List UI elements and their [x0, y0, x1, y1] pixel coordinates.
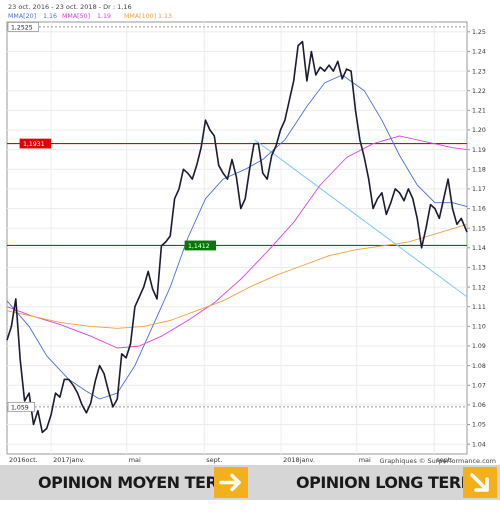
- legend-entry-name: MMA[100]: [124, 13, 156, 20]
- chart-credit: Graphiques © Surperformance.com: [379, 457, 496, 465]
- level-label: 1,1931: [23, 141, 45, 148]
- arrow-down-right-icon: [463, 467, 497, 498]
- y-tick-label: 1.24: [472, 49, 486, 56]
- x-tick-label: 2016oct.: [9, 456, 38, 464]
- x-tick-label: 2018janv.: [283, 456, 315, 464]
- trendline: [254, 139, 468, 298]
- level-labels: 1,2525 1,1931 1,1412 1,059: [7, 22, 217, 412]
- y-tick-label: 1.14: [472, 245, 486, 252]
- y-tick-label: 1.08: [472, 363, 486, 370]
- level-label: 1,2525: [11, 24, 33, 31]
- arrow-right-icon: [214, 467, 248, 498]
- y-tick-label: 1.18: [472, 166, 486, 173]
- opinion-medium-term-label: OPINION MOYEN TERME: [38, 473, 244, 492]
- opinion-bar: OPINION MOYEN TERME OPINION LONG TERME: [0, 465, 500, 500]
- moving-average-line: [6, 74, 468, 400]
- level-label: 1,059: [11, 404, 29, 411]
- y-tick-label: 1.07: [472, 382, 486, 389]
- horizontal-grid: [7, 31, 467, 445]
- x-tick-label: 2017janv.: [53, 456, 85, 464]
- y-tick-label: 1.21: [472, 108, 486, 115]
- vertical-grid: [50, 22, 435, 454]
- y-tick-label: 1.16: [472, 206, 486, 213]
- x-tick-label: sept.: [436, 456, 452, 464]
- moving-average-line: [6, 135, 468, 349]
- legend-entry-value: 1.13: [158, 13, 172, 20]
- plot-frame: [6, 21, 468, 455]
- opinion-long-term: OPINION LONG TERME: [296, 465, 487, 500]
- y-tick-label: 1.09: [472, 343, 486, 350]
- opinion-medium-term: OPINION MOYEN TERME: [38, 465, 244, 500]
- x-tick-label: sept.: [206, 456, 222, 464]
- y-tick-label: 1.04: [472, 441, 486, 448]
- legend: MMA[20] 1.16 MMA[50] 1.19 MMA[100] 1.13: [8, 13, 172, 20]
- legend-entry-name: MMA[20]: [8, 13, 36, 20]
- chart-header: 23 oct. 2016 - 23 oct. 2018 - Dr : 1,16: [8, 3, 132, 11]
- y-tick-label: 1.23: [472, 68, 486, 75]
- y-tick-label: 1.22: [472, 88, 486, 95]
- x-tick-label: mai: [129, 456, 141, 464]
- y-tick-label: 1.20: [472, 127, 486, 134]
- legend-entry-value: 1.16: [43, 13, 57, 20]
- x-axis: 2016oct. 2017janv. mai sept. 2018janv. mai sep…: [9, 456, 452, 464]
- series-group: [6, 40, 468, 434]
- x-tick-label: mai: [359, 456, 371, 464]
- level-label-box: [7, 22, 40, 32]
- y-axis: 1.04 1.05 1.06 1.07 1.08 1.09 1.10 1.11 1.12 1.13…: [467, 29, 486, 448]
- level-label-box: [184, 240, 217, 251]
- y-tick-label: 1.19: [472, 147, 486, 154]
- y-tick-label: 1.11: [472, 304, 486, 311]
- y-tick-label: 1.17: [472, 186, 486, 193]
- y-tick-label: 1.05: [472, 422, 486, 429]
- price-chart: 1,2525 1,1931 1,1412 1,059 1.04 1.05 1.06 1.07…: [6, 3, 496, 465]
- level-label-box: [7, 401, 35, 412]
- y-tick-label: 1.10: [472, 324, 486, 331]
- moving-average-line: [6, 223, 468, 329]
- legend-entry-value: 1.19: [97, 13, 111, 20]
- y-tick-label: 1.25: [472, 29, 486, 36]
- y-tick-label: 1.12: [472, 284, 486, 291]
- opinion-long-term-label: OPINION LONG TERME: [296, 473, 487, 492]
- level-label: 1,1412: [188, 243, 210, 250]
- y-tick-label: 1.06: [472, 402, 486, 409]
- level-label-box: [19, 138, 52, 149]
- y-tick-label: 1.15: [472, 225, 486, 232]
- price-line: [6, 40, 468, 434]
- y-tick-label: 1.13: [472, 265, 486, 272]
- legend-entry-name: MMA[50]: [62, 13, 90, 20]
